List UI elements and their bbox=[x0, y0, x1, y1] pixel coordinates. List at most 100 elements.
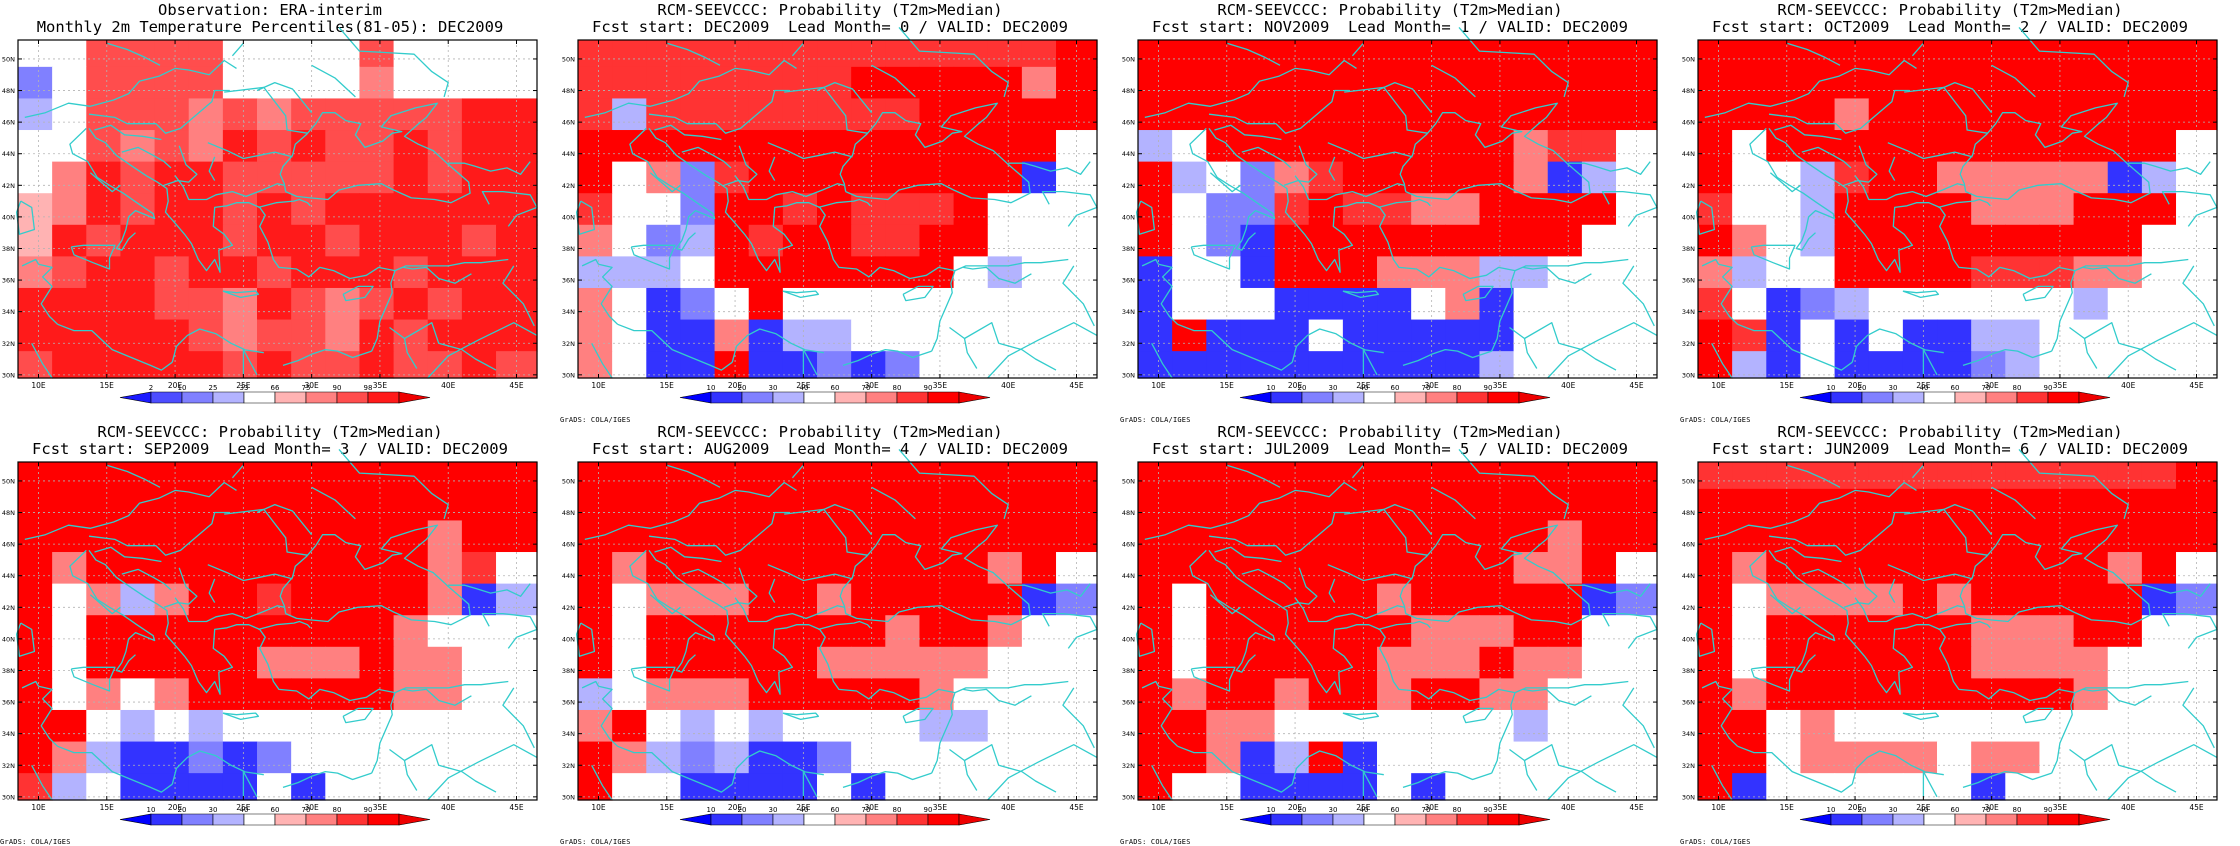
grid-cell bbox=[2039, 646, 2075, 679]
grid-cell bbox=[714, 224, 750, 257]
grid-cell bbox=[1172, 462, 1207, 490]
x-tick-label: 30E bbox=[1984, 803, 1999, 812]
axis-ticks: 10E 15E 20E 25E 30E 35E 40E 45E30N32N34N36N38N4… bbox=[562, 462, 1097, 812]
grid-cell bbox=[52, 256, 87, 289]
y-tick-label: 32N bbox=[1682, 340, 1695, 348]
colorbar-swatch bbox=[150, 813, 183, 826]
grid-cell bbox=[2039, 678, 2075, 711]
grid-cell bbox=[1172, 256, 1207, 289]
grid-cell bbox=[325, 741, 361, 774]
grid-cell bbox=[1445, 773, 1481, 801]
grid-cell bbox=[1937, 520, 1972, 553]
grid-cell bbox=[1206, 40, 1242, 68]
grid-cell bbox=[612, 552, 647, 585]
y-tick-label: 32N bbox=[1682, 762, 1695, 770]
coastline bbox=[649, 172, 681, 193]
grid-cell bbox=[291, 224, 326, 257]
grid-cell bbox=[1547, 709, 1583, 743]
grid-cell bbox=[2141, 351, 2177, 379]
gridlines bbox=[1698, 40, 2217, 378]
grid-cell bbox=[1868, 488, 1904, 522]
grid-cell bbox=[748, 256, 784, 289]
grid-cell bbox=[427, 520, 463, 553]
coastline bbox=[791, 464, 804, 479]
map-panel: Observation: ERA-interim Monthly 2m Tempe… bbox=[0, 0, 540, 418]
grid-cell bbox=[222, 615, 258, 648]
colorbar-swatch bbox=[367, 813, 400, 826]
grid-cell bbox=[1971, 678, 2006, 711]
colorbar-swatch bbox=[1270, 391, 1303, 404]
grid-cell bbox=[2073, 98, 2109, 131]
x-tick-label: 20E bbox=[728, 381, 743, 390]
grid-cell bbox=[748, 351, 784, 379]
coastline bbox=[1209, 594, 1241, 615]
grid-cell bbox=[1274, 646, 1310, 679]
colorbar-label: 30 bbox=[1329, 384, 1338, 392]
y-tick-label: 46N bbox=[562, 541, 575, 549]
grid-cell bbox=[1581, 287, 1617, 321]
axis-ticks: 10E 15E 20E 25E 30E 35E 40E 45E30N32N34N36N38N4… bbox=[2, 462, 537, 812]
grid-cell bbox=[1445, 224, 1481, 257]
coastline bbox=[88, 89, 230, 134]
grid-cell bbox=[1547, 193, 1583, 226]
grid-cell bbox=[188, 741, 224, 774]
grid-cell bbox=[2107, 98, 2143, 131]
coastline bbox=[403, 266, 472, 284]
grid-cell bbox=[612, 193, 647, 226]
grid-cell bbox=[851, 224, 886, 257]
colorbar-swatch bbox=[1239, 813, 1272, 826]
grid-cell bbox=[1834, 287, 1870, 321]
y-tick-label: 40N bbox=[562, 635, 575, 643]
grid-cell bbox=[2039, 615, 2075, 648]
grid-cell bbox=[817, 741, 852, 774]
coastline bbox=[666, 42, 721, 66]
grid-cell bbox=[1445, 256, 1481, 289]
grid-cell bbox=[1342, 615, 1378, 648]
grid-cell bbox=[2073, 488, 2109, 522]
cell-layer bbox=[1138, 462, 1658, 801]
grid-cell bbox=[359, 709, 395, 743]
y-tick-label: 46N bbox=[562, 119, 575, 127]
grid-cell bbox=[1445, 287, 1481, 321]
coastline bbox=[338, 448, 449, 520]
grid-cell bbox=[2039, 224, 2075, 257]
colorbar-label: 20 bbox=[1298, 384, 1307, 392]
grid-cell bbox=[748, 287, 784, 321]
grid-cell bbox=[782, 224, 818, 257]
grid-cell bbox=[154, 287, 190, 321]
grid-cell bbox=[1547, 287, 1583, 321]
coastline bbox=[1801, 146, 1852, 169]
coastline bbox=[2069, 326, 2098, 369]
axis-ticks: 10E 15E 20E 25E 30E 35E 40E 45E30N32N34N36N38N4… bbox=[1122, 40, 1657, 390]
coastline bbox=[1959, 524, 2151, 626]
coastline bbox=[648, 89, 790, 134]
grid-cell bbox=[885, 224, 921, 257]
coastline bbox=[1911, 42, 1924, 57]
grid-cell bbox=[1868, 615, 1904, 648]
grid-cell bbox=[1342, 583, 1378, 616]
coastline bbox=[1189, 549, 1276, 673]
grid-cell bbox=[1581, 773, 1617, 801]
grid-cell bbox=[188, 66, 224, 100]
grid-cell bbox=[1308, 709, 1344, 743]
colorbar-swatch bbox=[865, 391, 898, 404]
grid-cell bbox=[885, 741, 921, 774]
grid-cell bbox=[851, 583, 886, 616]
grid-cell bbox=[2107, 552, 2143, 585]
grid-cell bbox=[1902, 256, 1938, 289]
panel-title: RCM-SEEVCCC: Probability (T2m>Median) bbox=[657, 423, 1003, 441]
y-tick-label: 42N bbox=[1122, 182, 1135, 190]
panel-subtitle: Fcst start: NOV2009 Lead Month= 1 / VALI… bbox=[1152, 18, 1628, 36]
grid-cell bbox=[1581, 462, 1617, 490]
x-tick-label: 35E bbox=[1493, 803, 1508, 812]
coastline bbox=[106, 42, 161, 66]
grid-cell bbox=[359, 319, 395, 352]
grid-cell bbox=[188, 98, 224, 131]
colorbar-label: 80 bbox=[893, 806, 902, 814]
grid-cell bbox=[1342, 256, 1378, 289]
x-tick-label: 25E bbox=[1916, 803, 1931, 812]
coastline bbox=[448, 161, 531, 175]
coastline bbox=[481, 190, 538, 227]
grid-cell bbox=[612, 66, 647, 100]
grid-cell bbox=[885, 773, 921, 801]
